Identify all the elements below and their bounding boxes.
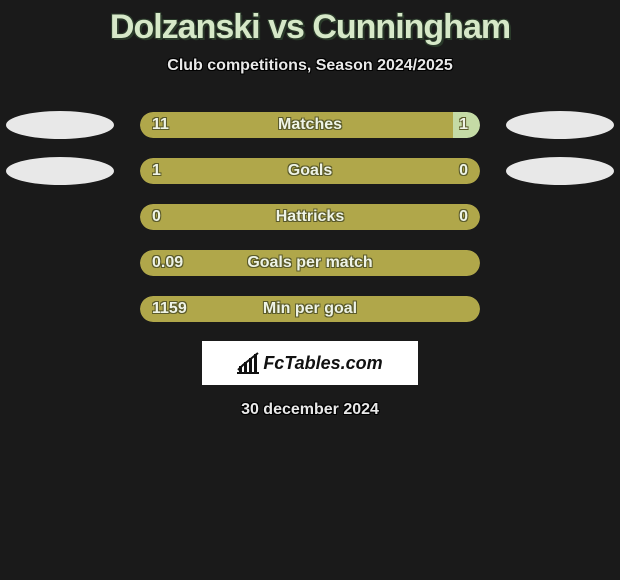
- page-title: Dolzanski vs Cunningham: [0, 0, 620, 47]
- stat-row: 1Goals0: [0, 157, 620, 185]
- stat-label: Matches: [140, 112, 480, 138]
- stat-row: 1159Min per goal: [0, 295, 620, 323]
- stat-bar: 0.09Goals per match: [140, 250, 480, 276]
- date-label: 30 december 2024: [0, 401, 620, 419]
- stat-row: 11Matches1: [0, 111, 620, 139]
- player2-oval: [506, 111, 614, 139]
- player2-value: 0: [459, 204, 468, 230]
- player2-oval: [506, 157, 614, 185]
- page-subtitle: Club competitions, Season 2024/2025: [0, 57, 620, 75]
- player2-value: 1: [459, 112, 468, 138]
- stat-bar: 1Goals0: [140, 158, 480, 184]
- stat-label: Goals per match: [140, 250, 480, 276]
- stat-rows: 11Matches11Goals00Hattricks00.09Goals pe…: [0, 111, 620, 323]
- comparison-infographic: Dolzanski vs Cunningham Club competition…: [0, 0, 620, 580]
- player1-oval: [6, 111, 114, 139]
- stat-row: 0Hattricks0: [0, 203, 620, 231]
- stat-bar: 1159Min per goal: [140, 296, 480, 322]
- player2-value: 0: [459, 158, 468, 184]
- player1-oval: [6, 157, 114, 185]
- trend-line-icon: [237, 352, 259, 374]
- stat-bar: 0Hattricks0: [140, 204, 480, 230]
- stat-row: 0.09Goals per match: [0, 249, 620, 277]
- bar-chart-icon: [237, 352, 259, 374]
- stat-label: Min per goal: [140, 296, 480, 322]
- stat-label: Hattricks: [140, 204, 480, 230]
- stat-bar: 11Matches1: [140, 112, 480, 138]
- logo-text: FcTables.com: [263, 353, 382, 374]
- logo: FcTables.com: [237, 352, 382, 374]
- logo-box: FcTables.com: [202, 341, 418, 385]
- stat-label: Goals: [140, 158, 480, 184]
